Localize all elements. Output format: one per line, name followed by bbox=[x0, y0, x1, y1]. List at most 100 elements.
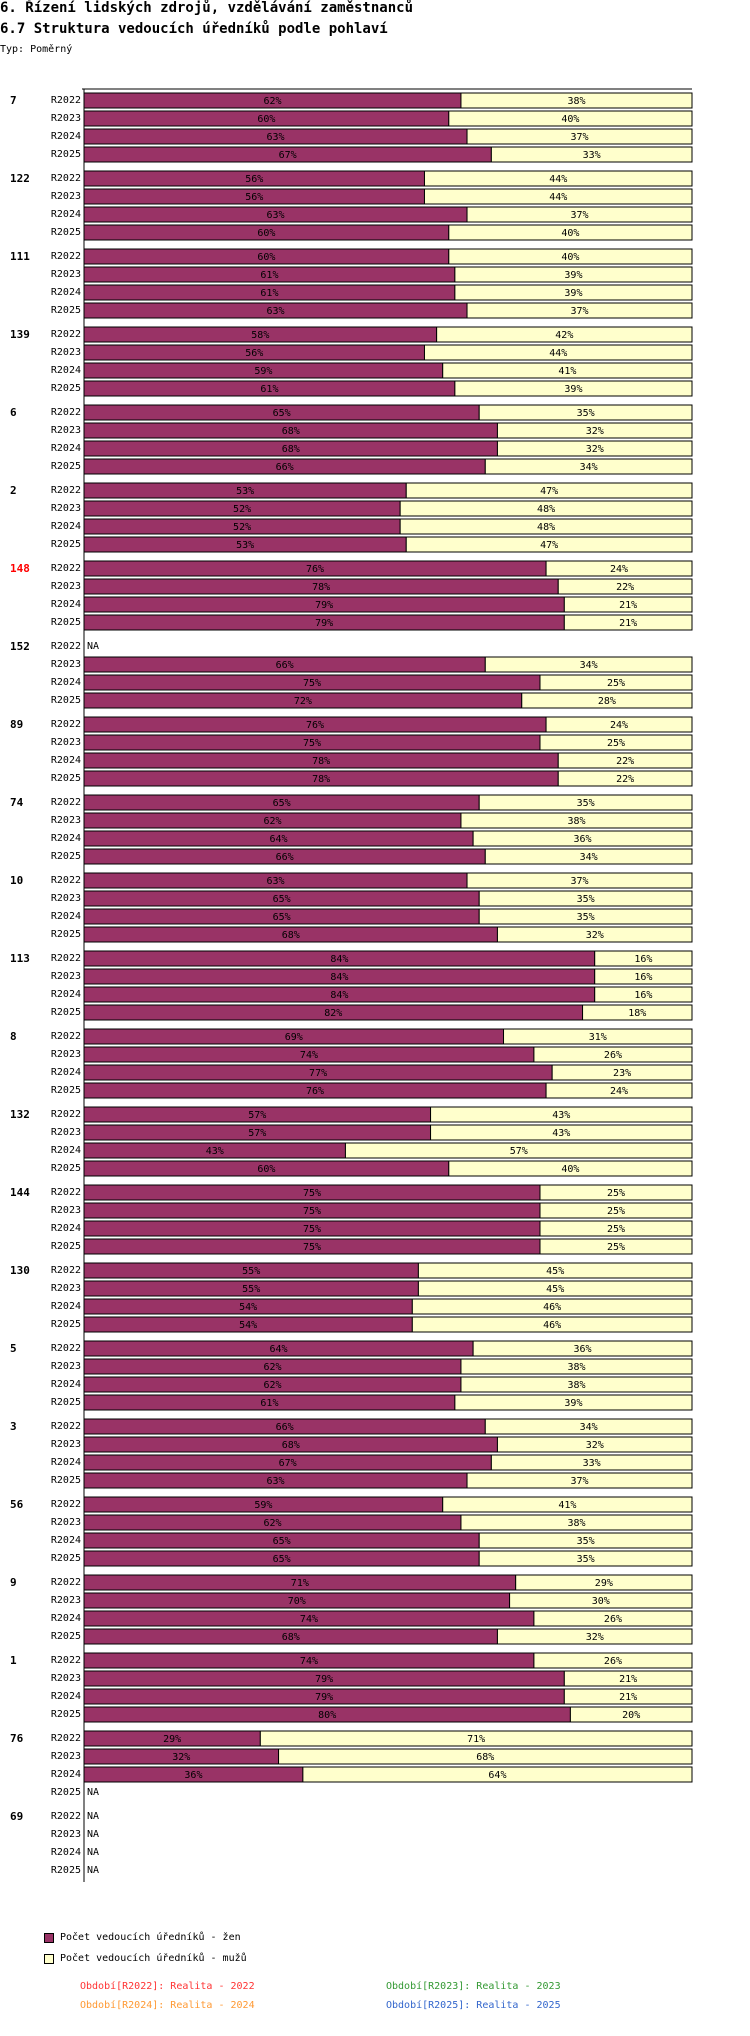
period-label: R2024 bbox=[51, 911, 81, 922]
period-label: R2023 bbox=[51, 659, 81, 670]
data-label-men: 24% bbox=[610, 720, 628, 731]
na-label: NA bbox=[87, 1865, 99, 1876]
period-legend-r2024: Období[R2024]: Realita - 2024 bbox=[80, 2000, 255, 2011]
period-label: R2025 bbox=[51, 1475, 81, 1486]
period-label: R2025 bbox=[51, 1085, 81, 1096]
data-label-women: 53% bbox=[236, 540, 254, 551]
period-label: R2025 bbox=[51, 1007, 81, 1018]
period-label: R2022 bbox=[51, 251, 81, 262]
bar-men bbox=[405, 482, 693, 499]
data-label-men: 24% bbox=[610, 564, 628, 575]
data-label-women: 56% bbox=[245, 174, 263, 185]
data-label-women: 75% bbox=[303, 1242, 321, 1253]
data-label-women: 59% bbox=[254, 366, 272, 377]
bar-men bbox=[557, 752, 693, 769]
na-label: NA bbox=[87, 1847, 99, 1858]
data-label-men: 34% bbox=[580, 462, 598, 473]
bar-men bbox=[496, 422, 693, 439]
period-label: R2024 bbox=[51, 1535, 81, 1546]
data-label-men: 22% bbox=[616, 756, 634, 767]
bar-men bbox=[460, 92, 693, 109]
data-label-men: 39% bbox=[564, 270, 582, 281]
period-label: R2022 bbox=[51, 719, 81, 730]
data-label-men: 16% bbox=[634, 954, 652, 965]
data-label-women: 55% bbox=[242, 1284, 260, 1295]
bar-men bbox=[545, 716, 693, 733]
data-label-men: 35% bbox=[577, 912, 595, 923]
data-label-women: 63% bbox=[266, 1476, 284, 1487]
data-label-women: 65% bbox=[273, 1536, 291, 1547]
period-label: R2024 bbox=[51, 443, 81, 454]
period-label: R2024 bbox=[51, 1145, 81, 1156]
na-label: NA bbox=[87, 1829, 99, 1840]
data-label-women: 65% bbox=[273, 912, 291, 923]
data-label-women: 63% bbox=[266, 132, 284, 143]
bar-men bbox=[442, 362, 693, 379]
period-label: R2023 bbox=[51, 425, 81, 436]
period-label: R2023 bbox=[51, 1829, 81, 1840]
data-label-men: 41% bbox=[558, 366, 576, 377]
data-label-women: 65% bbox=[273, 408, 291, 419]
bar-men bbox=[417, 1262, 693, 1279]
data-label-women: 64% bbox=[270, 834, 288, 845]
data-label-women: 62% bbox=[263, 1518, 281, 1529]
period-label: R2025 bbox=[51, 1319, 81, 1330]
bar-men bbox=[521, 692, 693, 709]
data-label-women: 63% bbox=[266, 306, 284, 317]
data-label-women: 63% bbox=[266, 210, 284, 221]
bar-men bbox=[411, 1298, 693, 1315]
period-label: R2022 bbox=[51, 1577, 81, 1588]
period-label: R2025 bbox=[51, 1397, 81, 1408]
data-label-women: 54% bbox=[239, 1302, 257, 1313]
bar-men bbox=[594, 968, 693, 985]
period-label: R2024 bbox=[51, 209, 81, 220]
bar-men bbox=[533, 1046, 693, 1063]
period-label: R2025 bbox=[51, 1865, 81, 1876]
group-label-144: 144 bbox=[10, 1186, 30, 1199]
bar-men bbox=[466, 302, 693, 319]
bar-men bbox=[442, 1496, 693, 1513]
period-label: R2024 bbox=[51, 1691, 81, 1702]
data-label-men: 43% bbox=[552, 1128, 570, 1139]
data-label-men: 68% bbox=[476, 1752, 494, 1763]
bar-men bbox=[430, 1124, 693, 1141]
data-label-men: 47% bbox=[540, 540, 558, 551]
bar-men bbox=[417, 1280, 693, 1297]
data-label-women: 66% bbox=[276, 462, 294, 473]
period-legend-r2022: Období[R2022]: Realita - 2022 bbox=[80, 1981, 255, 1992]
bar-men bbox=[539, 1184, 693, 1201]
data-label-men: 48% bbox=[537, 504, 555, 515]
data-label-men: 48% bbox=[537, 522, 555, 533]
bar-men bbox=[460, 1514, 693, 1531]
period-label: R2024 bbox=[51, 833, 81, 844]
period-label: R2024 bbox=[51, 599, 81, 610]
period-label: R2024 bbox=[51, 1379, 81, 1390]
bar-men bbox=[478, 404, 693, 421]
bar-men bbox=[557, 578, 693, 595]
period-label: R2023 bbox=[51, 1439, 81, 1450]
group-label-3: 3 bbox=[10, 1420, 17, 1433]
data-label-men: 40% bbox=[561, 114, 579, 125]
bar-men bbox=[466, 206, 693, 223]
group-label-1: 1 bbox=[10, 1654, 17, 1667]
period-label: R2025 bbox=[51, 1709, 81, 1720]
data-label-men: 21% bbox=[619, 600, 637, 611]
bar-men bbox=[533, 1652, 693, 1669]
data-label-men: 26% bbox=[604, 1656, 622, 1667]
period-label: R2024 bbox=[51, 1847, 81, 1858]
bar-men bbox=[454, 284, 693, 301]
data-label-men: 32% bbox=[586, 1632, 604, 1643]
data-label-men: 32% bbox=[586, 426, 604, 437]
bar-men bbox=[460, 1358, 693, 1375]
data-label-women: 78% bbox=[312, 756, 330, 767]
chart-title: 6.7 Struktura vedoucích úředníků podle p… bbox=[0, 21, 388, 37]
period-label: R2025 bbox=[51, 929, 81, 940]
period-label: R2023 bbox=[51, 1205, 81, 1216]
period-label: R2022 bbox=[51, 407, 81, 418]
data-label-men: 21% bbox=[619, 1674, 637, 1685]
bar-men bbox=[411, 1316, 693, 1333]
data-label-women: 84% bbox=[330, 954, 348, 965]
period-label: R2022 bbox=[51, 1733, 81, 1744]
page-title: 6. Řízení lidských zdrojů, vzdělávání za… bbox=[0, 0, 414, 16]
bar-men bbox=[490, 146, 693, 163]
